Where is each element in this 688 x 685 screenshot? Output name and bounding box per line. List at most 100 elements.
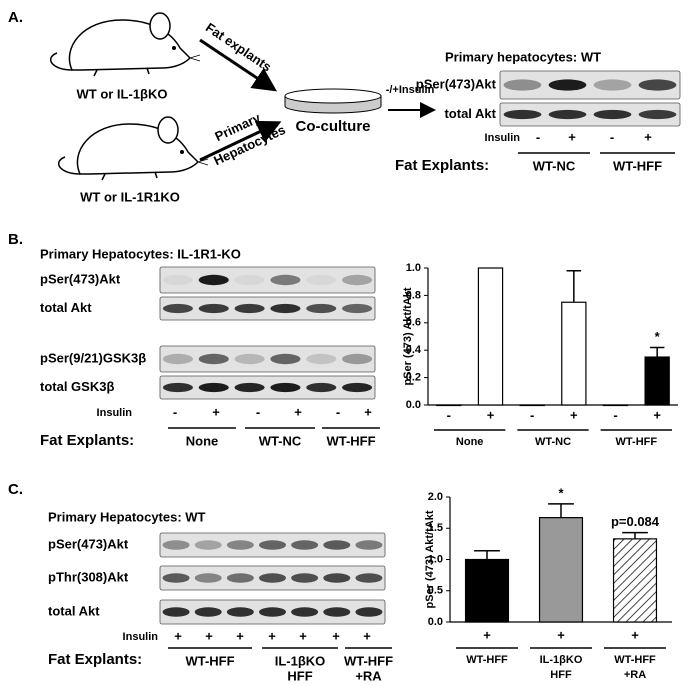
mouse-icon <box>49 12 201 77</box>
blot-band <box>355 573 383 583</box>
blot-band <box>226 573 254 583</box>
panel-label: A. <box>8 9 23 26</box>
insulin-sign: + <box>644 129 652 144</box>
x-tick-label: + <box>653 407 661 422</box>
blot-band <box>503 79 542 91</box>
blot-band <box>270 303 301 314</box>
insulin-sign: + <box>299 628 307 643</box>
panel-c: C. Primary Hepatocytes: WT <box>8 481 206 524</box>
blot-band <box>259 607 286 617</box>
blot-band <box>162 607 190 617</box>
insulin-sign: + <box>364 404 372 419</box>
blot-row-label: pSer(473)Akt <box>48 536 129 551</box>
blot-band <box>162 274 193 286</box>
arrow <box>199 120 282 162</box>
group-label: None <box>186 433 219 448</box>
blot-title: Primary hepatocytes: WT <box>445 49 601 64</box>
blot-title: Primary Hepatocytes: IL-1R1-KO <box>40 246 241 261</box>
blot-band <box>291 607 319 617</box>
explants-label: Fat Explants: <box>48 651 142 668</box>
group-label: HFF <box>287 668 312 683</box>
blot-title: Primary Hepatocytes: WT <box>48 509 206 524</box>
blot-band <box>342 382 373 393</box>
blot-band <box>162 353 193 365</box>
panel-label: B. <box>8 231 23 248</box>
x-tick-label: + <box>483 627 491 642</box>
blot-band <box>194 540 222 550</box>
y-tick-label: 1.5 <box>428 522 443 534</box>
blot-band <box>162 303 193 314</box>
blot-band <box>291 573 319 583</box>
x-tick-label: - <box>613 407 617 422</box>
insulin-sign: - <box>536 129 540 144</box>
y-tick-label: 0.2 <box>406 372 421 384</box>
blot-band <box>270 382 301 393</box>
insulin-sign: - <box>610 129 614 144</box>
error-bar <box>649 346 665 358</box>
blot-band <box>342 353 373 365</box>
insulin-label: Insulin <box>485 132 521 144</box>
insulin-sign: - <box>336 404 340 419</box>
blot-band <box>355 540 383 550</box>
explants-label: Fat Explants: <box>395 157 489 174</box>
insulin-sign: + <box>236 628 244 643</box>
error-bar <box>548 503 574 518</box>
blot-band <box>226 540 254 550</box>
blot-band <box>198 274 229 286</box>
y-tick-label: 0.6 <box>406 317 421 329</box>
dish <box>284 88 382 114</box>
error-bar <box>566 269 582 303</box>
mouse-label: WT or IL-1βKO <box>77 86 168 101</box>
blot-band <box>548 79 587 91</box>
x-tick-label: - <box>530 407 534 422</box>
bar <box>561 301 587 406</box>
coculture-label: Co-culture <box>296 118 371 135</box>
blot-row-label: pSer(473)Akt <box>40 271 121 286</box>
x-tick-label: + <box>557 627 565 642</box>
insulin-label: Insulin <box>97 407 133 419</box>
blot-band <box>234 303 265 314</box>
blot-band <box>234 353 265 365</box>
blot-row-label: pSer(473)Akt <box>416 76 497 91</box>
group-label: WT-HFF <box>185 653 234 668</box>
blot-band <box>342 274 373 286</box>
y-tick-label: 0.8 <box>406 289 421 301</box>
insulin-label: Insulin <box>123 631 159 643</box>
x-tick-label: + <box>570 407 578 422</box>
blot-band <box>306 353 337 365</box>
insulin-sign: - <box>256 404 260 419</box>
y-tick-label: 0.4 <box>406 344 422 356</box>
group-label: IL-1βKO <box>540 654 583 666</box>
y-tick-label: 0.0 <box>428 616 443 628</box>
blot-band <box>270 353 301 365</box>
blot-band <box>323 573 351 583</box>
group-label: WT-HFF <box>466 654 508 666</box>
blot-band <box>194 607 222 617</box>
group-label: WT-NC <box>259 433 302 448</box>
blot-band <box>323 540 351 550</box>
value-annotation: p=0.084 <box>611 514 660 529</box>
blot-band <box>198 382 229 393</box>
y-tick-label: 1.0 <box>428 553 443 565</box>
blot-band <box>638 79 677 91</box>
bar <box>436 404 462 407</box>
insulin-sign: + <box>363 628 371 643</box>
blot-band <box>503 109 542 120</box>
insulin-sign: + <box>205 628 213 643</box>
blot-band <box>162 540 190 550</box>
blot <box>159 375 376 400</box>
y-tick-label: 0.5 <box>428 585 443 597</box>
bar <box>477 267 504 406</box>
blot-band <box>548 109 587 120</box>
bar <box>644 356 670 406</box>
insulin-sign: + <box>268 628 276 643</box>
blot <box>499 102 681 127</box>
bar <box>538 517 584 623</box>
blot-band <box>162 573 190 583</box>
mouse-label: WT or IL-1R1KO <box>80 189 180 204</box>
blot-row-label: total GSK3β <box>40 379 114 394</box>
group-label: WT-NC <box>535 436 571 448</box>
y-tick-label: 1.0 <box>406 262 421 274</box>
group-label: +RA <box>355 668 382 683</box>
